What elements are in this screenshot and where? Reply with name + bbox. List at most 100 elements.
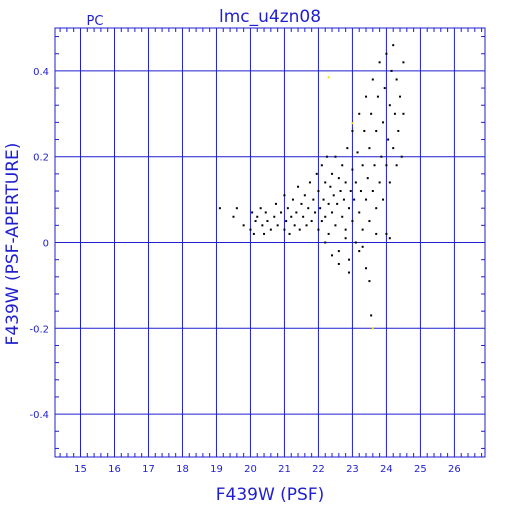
data-point: [302, 215, 305, 218]
data-point: [358, 211, 361, 214]
data-point: [297, 185, 300, 188]
data-point: [273, 215, 276, 218]
data-point: [314, 211, 317, 214]
data-point: [342, 198, 345, 201]
data-point: [324, 181, 327, 184]
data-point: [385, 232, 388, 235]
data-point: [376, 95, 379, 98]
data-point: [283, 228, 286, 231]
data-point: [383, 87, 386, 90]
data-point: [378, 61, 381, 64]
data-point: [263, 232, 266, 235]
data-point: [324, 215, 327, 218]
x-tick-label: 26: [448, 464, 461, 475]
chart-title: lmc_u4zn08: [219, 7, 321, 27]
data-point: [324, 241, 327, 244]
data-point: [382, 198, 385, 201]
data-point: [366, 177, 369, 180]
data-point: [280, 211, 283, 214]
data-point: [218, 207, 221, 210]
data-point: [232, 215, 235, 218]
x-tick-label: 17: [142, 464, 155, 475]
data-point: [319, 207, 322, 210]
data-point: [317, 228, 320, 231]
data-point: [288, 232, 291, 235]
data-point: [305, 224, 308, 227]
data-point: [264, 211, 267, 214]
data-point: [385, 164, 388, 167]
data-point: [341, 215, 344, 218]
data-point: [351, 220, 354, 223]
data-point: [334, 155, 337, 158]
grid-layer: [55, 28, 485, 457]
data-point: [368, 220, 371, 223]
data-point: [371, 190, 374, 193]
data-point: [380, 155, 383, 158]
data-point: [307, 207, 310, 210]
data-point: [387, 138, 390, 141]
data-point: [290, 215, 293, 218]
x-tick-label: 22: [312, 464, 325, 475]
data-point: [351, 129, 354, 132]
x-tick-label: 20: [244, 464, 257, 475]
y-tick-label: 0: [43, 239, 49, 250]
y-tick-label: -0.2: [29, 324, 49, 335]
data-point: [356, 151, 359, 154]
data-point: [285, 220, 288, 223]
highlight-point: [351, 122, 354, 125]
data-point: [371, 78, 374, 81]
data-point: [390, 69, 393, 72]
data-point: [312, 198, 315, 201]
data-point: [336, 202, 339, 205]
data-point: [397, 129, 400, 132]
data-point: [346, 147, 349, 150]
data-point: [344, 237, 347, 240]
data-point: [354, 181, 357, 184]
data-point: [298, 228, 301, 231]
y-tick-label: -0.4: [29, 410, 49, 421]
y-tick-label: 0.2: [33, 153, 49, 164]
data-point: [351, 168, 354, 171]
x-axis-label: F439W (PSF): [216, 485, 325, 505]
data-point: [291, 198, 294, 201]
data-point: [388, 237, 391, 240]
data-point: [359, 190, 362, 193]
data-point: [392, 44, 395, 47]
data-point: [395, 78, 398, 81]
data-point: [349, 190, 352, 193]
data-point: [327, 202, 330, 205]
data-point: [392, 147, 395, 150]
data-point: [320, 164, 323, 167]
highlight-point: [327, 76, 330, 79]
data-point: [334, 224, 337, 227]
data-point: [368, 280, 371, 283]
x-tick-label: 24: [380, 464, 393, 475]
x-tick-label: 23: [346, 464, 359, 475]
data-point: [361, 245, 364, 248]
data-point: [300, 202, 303, 205]
data-point: [327, 232, 330, 235]
highlight-point: [371, 327, 374, 330]
data-point: [254, 220, 257, 223]
data-point: [354, 241, 357, 244]
data-point: [317, 190, 320, 193]
data-point: [269, 228, 272, 231]
x-tick-label: 18: [176, 464, 189, 475]
data-point: [400, 155, 403, 158]
data-point: [329, 185, 332, 188]
data-point: [337, 177, 340, 180]
data-point: [331, 254, 334, 257]
x-tick-label: 15: [74, 464, 87, 475]
plot-frame: [54, 27, 486, 458]
data-point: [348, 258, 351, 261]
data-point: [332, 194, 335, 197]
data-point: [388, 181, 391, 184]
data-point: [331, 172, 334, 175]
data-point: [358, 250, 361, 253]
data-point: [283, 194, 286, 197]
data-point: [320, 220, 323, 223]
data-point: [295, 211, 298, 214]
data-point: [365, 95, 368, 98]
